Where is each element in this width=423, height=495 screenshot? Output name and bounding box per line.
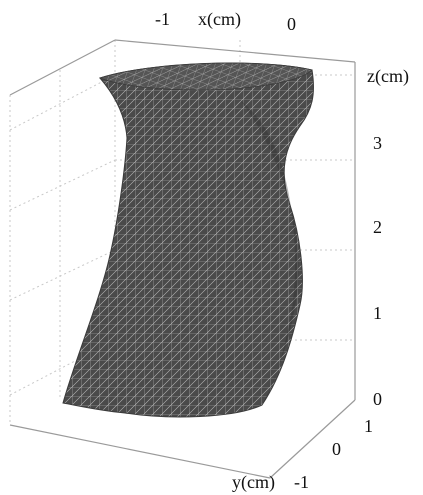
z-tick-1: 1 [373, 303, 382, 323]
mesh-body [62, 62, 314, 418]
axes-box [9, 39, 356, 479]
z-tick-2: 2 [373, 217, 382, 237]
z-axis-label: z(cm) [367, 66, 409, 87]
y-axis-label: y(cm) [232, 472, 275, 493]
y-tick-minus-1: -1 [294, 472, 309, 492]
x-axis-label: x(cm) [198, 9, 241, 30]
x-tick-0: 0 [287, 14, 296, 34]
x-tick-minus-1: -1 [155, 9, 170, 29]
z-tick-0: 0 [373, 389, 382, 409]
y-tick-0: 0 [332, 439, 341, 459]
z-tick-3: 3 [373, 133, 382, 153]
y-tick-1: 1 [364, 416, 373, 436]
mesh-shading [240, 100, 299, 405]
mesh-top-cap [98, 62, 313, 91]
